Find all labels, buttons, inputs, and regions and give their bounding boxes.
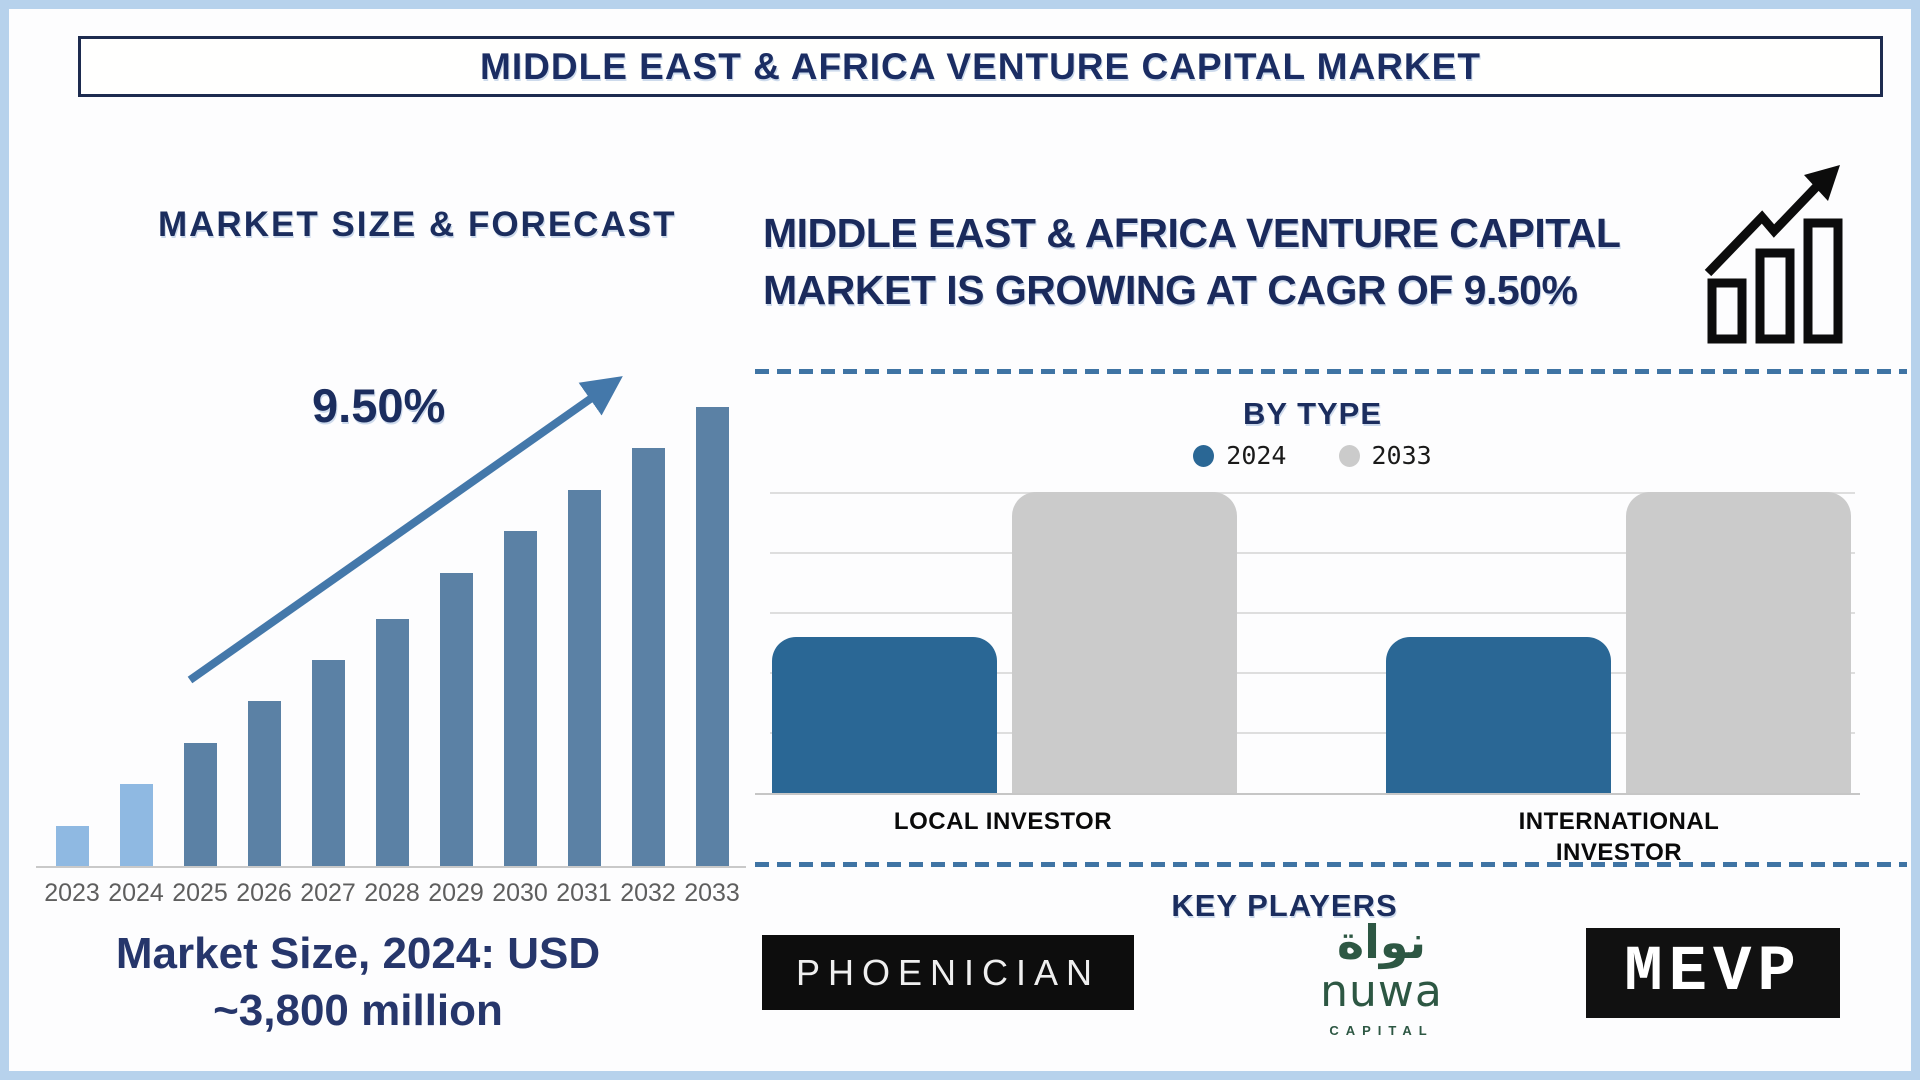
forecast-bar-slot	[424, 407, 488, 867]
forecast-bar-2024	[119, 784, 153, 867]
bytype-x-axis	[755, 793, 1860, 795]
cagr-value-label: 9.50%	[312, 379, 446, 432]
forecast-bar-slot	[616, 407, 680, 867]
gridline	[770, 612, 1855, 614]
forecast-bar-2032	[631, 448, 665, 867]
legend-label-2033: 2033	[1371, 441, 1432, 470]
by-type-title: BY TYPE	[1242, 396, 1383, 431]
mevp-logo-text: MEVP	[1624, 937, 1802, 1009]
forecast-bar-2025	[183, 743, 217, 867]
forecast-bar-slot	[168, 407, 232, 867]
bar-chart-growth-icon	[1704, 165, 1843, 344]
forecast-bar-slot	[360, 407, 424, 867]
title-banner: MIDDLE EAST & AFRICA VENTURE CAPITAL MAR…	[78, 36, 1883, 97]
nuwa-capital-subtext: CAPITAL	[1329, 1023, 1434, 1038]
bytype-chart	[770, 492, 1855, 795]
legend-item-2024: 2024	[1193, 441, 1287, 470]
legend-item-2033: 2033	[1338, 441, 1432, 470]
forecast-years: 2023 2024 2025 2026 2027 2028 2029 2030 2031 2032…	[40, 879, 744, 908]
forecast-x-axis	[36, 866, 746, 868]
nuwa-arabic-wordmark: نواة	[1336, 915, 1427, 969]
gridline	[770, 492, 1855, 494]
key-players-title: KEY PLAYERS	[1171, 888, 1398, 923]
forecast-bar-slot	[232, 407, 296, 867]
forecast-bar-2033	[695, 407, 729, 867]
bytype-group-0	[772, 492, 1238, 795]
forecast-bar-2029	[439, 573, 473, 867]
growth-trend-arrow-icon	[187, 376, 623, 684]
bytype-legend: 2024 2033	[770, 441, 1855, 470]
legend-dot-2033	[1338, 444, 1360, 467]
market-size-note: Market Size, 2024: USD ~3,800 million	[28, 925, 688, 1039]
bytype-group-1	[1386, 492, 1852, 795]
dashed-separator-top	[755, 369, 1907, 374]
forecast-bar-2026	[247, 701, 281, 867]
nuwa-logo-text: nuwa	[1320, 966, 1443, 1017]
category-label-local-investor: LOCAL INVESTOR	[893, 808, 1113, 835]
forecast-bar-2023	[55, 826, 89, 867]
legend-label-2024: 2024	[1226, 441, 1287, 470]
market-size-line1: Market Size, 2024: USD	[115, 929, 601, 978]
mevp-logo: MEVP	[1586, 928, 1840, 1018]
gridline	[770, 732, 1855, 734]
forecast-bars	[40, 407, 744, 867]
forecast-year-label: 2027	[300, 879, 356, 907]
phoenician-logo: PHOENICIAN	[762, 935, 1134, 1010]
growth-headline-line1: MIDDLE EAST & AFRICA VENTURE CAPITAL	[763, 210, 1621, 256]
forecast-section-title: MARKET SIZE & FORECAST	[158, 205, 677, 244]
page-title: MIDDLE EAST & AFRICA VENTURE CAPITAL MAR…	[480, 45, 1481, 87]
forecast-bar-2031	[567, 490, 601, 867]
bytype-bar-international-2033	[1626, 492, 1851, 795]
category-label-international-investor: INTERNATIONAL INVESTOR	[1518, 808, 1720, 866]
gridline	[770, 672, 1855, 674]
forecast-year-label: 2032	[620, 879, 676, 907]
bytype-bar-local-2024	[772, 637, 997, 795]
forecast-year-label: 2028	[364, 879, 420, 907]
forecast-year-label: 2024	[108, 879, 164, 907]
forecast-bar-2030	[503, 531, 537, 867]
growth-headline: MIDDLE EAST & AFRICA VENTURE CAPITAL MAR…	[763, 205, 1693, 319]
forecast-year-label: 2023	[44, 879, 100, 907]
forecast-bar-slot	[40, 407, 104, 867]
gridline	[770, 552, 1855, 554]
dashed-separator-bottom	[755, 862, 1907, 867]
forecast-year-label: 2031	[556, 879, 612, 907]
forecast-bar-slot	[488, 407, 552, 867]
forecast-year-label: 2029	[428, 879, 484, 907]
market-size-line2: ~3,800 million	[213, 986, 503, 1035]
forecast-bar-2027	[311, 660, 345, 867]
nuwa-capital-logo: نواة nuwa CAPITAL	[1294, 916, 1469, 1038]
bytype-bar-international-2024	[1386, 637, 1611, 795]
bytype-bar-local-2033	[1012, 492, 1237, 795]
forecast-bar-slot	[680, 407, 744, 867]
forecast-year-label: 2030	[492, 879, 548, 907]
forecast-year-label: 2026	[236, 879, 292, 907]
forecast-bar-2028	[375, 619, 409, 867]
forecast-bar-slot	[296, 407, 360, 867]
forecast-year-label: 2025	[172, 879, 228, 907]
forecast-bar-slot	[104, 407, 168, 867]
forecast-year-label: 2033	[684, 879, 740, 907]
forecast-bar-slot	[552, 407, 616, 867]
growth-headline-line2: MARKET IS GROWING AT CAGR OF 9.50%	[763, 267, 1578, 313]
phoenician-logo-text: PHOENICIAN	[795, 951, 1101, 993]
legend-dot-2024	[1193, 444, 1215, 467]
